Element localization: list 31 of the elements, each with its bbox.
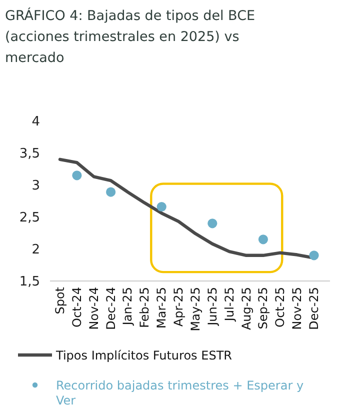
x-tick-label: Jan-25 xyxy=(120,287,135,326)
point xyxy=(258,234,268,244)
x-tick-label: Aug-25 xyxy=(239,287,254,330)
x-tick-label: Spot xyxy=(53,286,67,314)
point xyxy=(106,187,116,197)
y-tick-label: 1,5 xyxy=(19,274,40,290)
x-tick-label: Dec-24 xyxy=(104,287,118,330)
x-tick-label: Apr-25 xyxy=(172,287,186,327)
x-tick-label: Jul-25 xyxy=(222,287,236,322)
legend-label: Tipos Implícitos Futuros ESTR xyxy=(55,348,232,362)
point xyxy=(72,170,82,180)
point xyxy=(309,250,319,260)
x-tick-label: Mar-25 xyxy=(154,287,169,328)
point xyxy=(156,202,166,212)
x-tick-label: Jun-25 xyxy=(205,287,220,326)
x-tick-label: Oct-25 xyxy=(273,287,288,328)
x-tick-label: Feb-25 xyxy=(138,287,152,328)
point xyxy=(208,218,218,228)
x-tick-label: Nov-25 xyxy=(290,287,304,330)
y-tick-label: 4 xyxy=(32,114,40,130)
y-tick-label: 2,5 xyxy=(19,210,40,226)
y-tick-label: 3,5 xyxy=(19,146,40,162)
y-tick-label: 3 xyxy=(32,178,40,194)
chart-title: GRÁFICO 4: Bajadas de tipos del BCE (acciones trimestrales en 2025) vs mercado xyxy=(5,7,256,66)
x-tick-label: Sep-25 xyxy=(256,287,270,330)
y-tick-label: 2 xyxy=(32,242,40,258)
x-tick-label: Dec-25 xyxy=(307,287,321,330)
x-tick-label: Nov-24 xyxy=(86,287,101,330)
x-tick-label: Oct-24 xyxy=(70,287,84,328)
x-tick-label: May-25 xyxy=(188,287,202,332)
legend-label: Recorrido bajadas trimestres + Esperar y Ver xyxy=(56,378,304,408)
